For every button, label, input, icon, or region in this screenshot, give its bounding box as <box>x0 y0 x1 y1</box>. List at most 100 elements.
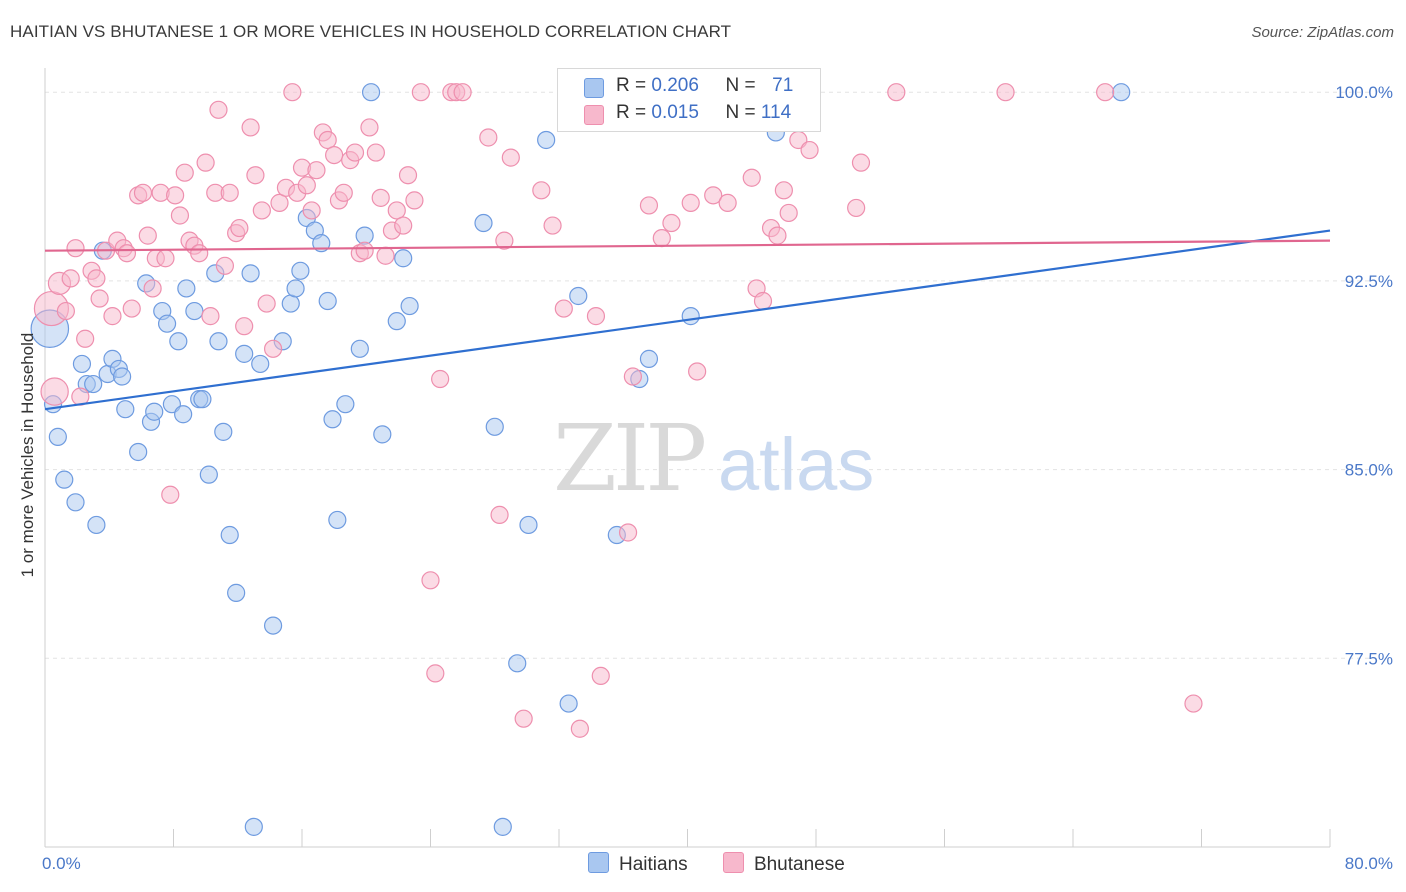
bhutanese-point <box>490 505 509 524</box>
haitian-point <box>312 234 331 253</box>
legend-n-value: 114 <box>760 102 792 123</box>
haitian-point <box>66 493 85 512</box>
grid-lines <box>45 91 1370 659</box>
haitian-point <box>569 286 588 306</box>
trend-lines <box>44 229 1331 411</box>
y-axis-label: 1 or more Vehicles in Household <box>18 333 37 578</box>
haitian-point <box>214 422 233 441</box>
haitian-point <box>209 332 228 351</box>
haitian-point <box>328 510 347 530</box>
haitians-swatch <box>588 852 609 873</box>
legend-row-haitians: R = 0.206 N = 71 <box>616 75 793 97</box>
bhutanese-point <box>257 294 276 313</box>
bhutanese-point <box>405 191 424 210</box>
legend-item-haitians: Haitians <box>588 852 688 876</box>
bhutanese-point <box>887 83 906 102</box>
bhutanese-point <box>495 231 514 250</box>
haitian-point <box>263 616 283 635</box>
legend-n-label: N = <box>725 102 756 123</box>
x-tick-label: 0.0% <box>42 854 81 873</box>
bhutanese-point <box>325 145 344 165</box>
haitian-point <box>157 314 177 333</box>
bhutanese-label: Bhutanese <box>753 854 845 875</box>
haitian-point <box>199 465 218 484</box>
haitians-label: Haitians <box>619 854 688 875</box>
bhutanese-point <box>554 299 573 318</box>
haitian-point <box>241 264 260 283</box>
haitian-point <box>244 817 263 836</box>
haitian-point <box>361 83 381 102</box>
haitian-point <box>639 349 659 368</box>
bhutanese-point <box>143 279 162 298</box>
bhutanese-point <box>156 249 175 268</box>
bhutanese-point <box>246 166 265 185</box>
bhutanese-point <box>366 143 385 162</box>
bhutanese-point <box>652 229 671 248</box>
bhutanese-point <box>618 523 638 542</box>
bhutanese-point <box>297 176 316 195</box>
bhutanese-point <box>220 183 239 202</box>
haitian-points <box>30 83 1131 836</box>
bhutanese-point <box>302 201 321 220</box>
watermark: ZIP atlas <box>553 405 874 512</box>
bhutanese-trend-line <box>44 239 1331 252</box>
bhutanese-point <box>345 143 365 162</box>
y-tick-label: 77.5% <box>1345 649 1393 668</box>
series-legend: Haitians Bhutanese <box>588 852 875 876</box>
haitian-point <box>193 390 212 409</box>
legend-r-value: 0.015 <box>651 102 699 123</box>
bhutanese-point <box>133 183 153 202</box>
bhutanese-point <box>103 307 122 326</box>
bhutanese-point <box>117 244 137 263</box>
haitian-point <box>145 402 164 421</box>
bhutanese-point <box>371 188 390 207</box>
bhutanese-point <box>847 198 866 218</box>
axes <box>44 68 1331 848</box>
bhutanese-point <box>209 100 228 119</box>
bhutanese-point <box>87 269 106 288</box>
x-tick-labels: 0.0% 80.0% <box>42 854 1393 873</box>
bhutanese-point <box>398 166 418 185</box>
legend-r-label: R = <box>616 102 647 123</box>
haitian-point <box>474 213 493 233</box>
bhutanese-point <box>426 664 445 683</box>
bhutanese-point <box>394 216 413 235</box>
haitian-point <box>177 279 196 298</box>
bhutanese-point <box>355 241 374 260</box>
haitian-point <box>1112 83 1131 102</box>
bhutanese-point <box>479 128 498 147</box>
bhutanese-point <box>453 83 472 102</box>
haitian-point <box>493 817 512 836</box>
bhutanese-point <box>718 193 737 212</box>
bhutanese-point <box>241 118 260 137</box>
bhutanese-point <box>270 193 289 212</box>
haitian-point <box>87 515 106 535</box>
bhutanese-point <box>40 377 69 406</box>
bhutanese-point <box>800 140 819 160</box>
haitian-point <box>373 425 392 444</box>
bhutanese-point <box>263 339 283 358</box>
haitian-point <box>185 301 204 321</box>
haitian-legend-swatch <box>584 78 604 98</box>
bhutanese-point <box>201 307 220 326</box>
haitian-point <box>55 470 74 489</box>
bhutanese-swatch <box>722 852 744 873</box>
legend-r-label: R = <box>616 75 647 96</box>
haitian-point <box>394 249 413 268</box>
bhutanese-point <box>753 291 773 311</box>
bhutanese-point <box>161 485 180 504</box>
bhutanese-point <box>387 201 406 220</box>
haitian-point <box>72 354 92 374</box>
y-tick-labels: 77.5% 85.0% 92.5% 100.0% <box>1335 83 1393 668</box>
haitian-point <box>281 294 300 313</box>
bhutanese-point <box>235 317 254 336</box>
haitian-trend-line <box>44 229 1331 411</box>
bhutanese-point <box>166 186 185 205</box>
bhutanese-point <box>570 719 589 738</box>
bhutanese-point <box>122 299 141 318</box>
haitian-point <box>169 332 188 351</box>
bhutanese-point <box>768 226 787 245</box>
bhutanese-point <box>742 168 761 187</box>
watermark-atlas: atlas <box>718 423 874 506</box>
chart-title: HAITIAN VS BHUTANESE 1 OR MORE VEHICLES … <box>10 22 732 41</box>
